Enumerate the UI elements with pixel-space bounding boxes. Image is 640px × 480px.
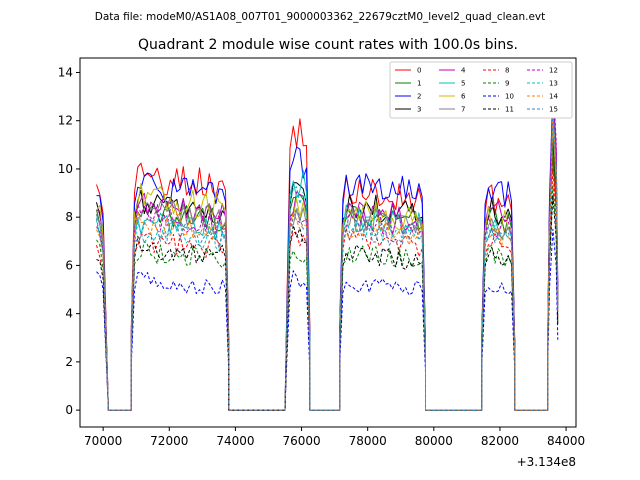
x-tick-label: 84000: [547, 434, 585, 448]
legend-label-10: 10: [505, 93, 514, 101]
x-offset-label: +3.134e8: [517, 455, 576, 469]
y-tick-label: 10: [58, 162, 73, 176]
x-tick-label: 74000: [216, 434, 254, 448]
chart-title: Quadrant 2 module wise count rates with …: [138, 37, 518, 53]
legend-label-15: 15: [549, 106, 558, 114]
x-tick-label: 78000: [349, 434, 387, 448]
legend-label-7: 7: [461, 106, 465, 114]
legend-label-5: 5: [461, 80, 465, 88]
series-line-9: [96, 185, 559, 411]
x-axis: 70000 72000 74000 76000 78000 80000 82000 84000: [84, 427, 585, 448]
chart-suptitle: Data file: modeM0/AS1A08_007T01_90000033…: [95, 11, 546, 23]
y-tick-label: 14: [58, 65, 73, 79]
legend-label-9: 9: [505, 80, 509, 88]
legend-label-14: 14: [549, 93, 558, 101]
y-tick-label: 8: [65, 210, 73, 224]
legend-label-6: 6: [461, 93, 466, 101]
x-tick-label: 72000: [150, 434, 188, 448]
plot-frame: [79, 57, 577, 428]
legend-label-12: 12: [549, 67, 558, 75]
legend-label-11: 11: [505, 106, 514, 114]
legend-label-8: 8: [505, 67, 509, 75]
x-tick-label: 70000: [84, 434, 122, 448]
legend-label-4: 4: [461, 67, 466, 75]
y-tick-label: 4: [65, 307, 73, 321]
y-axis: 0 2 4 6 8 10 12 14: [58, 65, 80, 417]
series-line-13: [96, 113, 559, 411]
legend-label-0: 0: [417, 67, 421, 75]
y-tick-label: 12: [58, 114, 73, 128]
legend-box: [389, 61, 573, 119]
y-tick-label: 0: [65, 403, 73, 417]
legend-label-1: 1: [417, 80, 421, 88]
y-tick-label: 2: [65, 355, 73, 369]
x-tick-label: 82000: [481, 434, 519, 448]
x-tick-label: 76000: [282, 434, 320, 448]
x-tick-label: 80000: [415, 434, 453, 448]
legend-label-2: 2: [417, 93, 421, 101]
series-line-15: [96, 105, 559, 411]
legend-label-13: 13: [549, 80, 558, 88]
y-tick-label: 6: [65, 258, 73, 272]
series-layer: [96, 74, 559, 411]
legend-label-3: 3: [417, 106, 421, 114]
